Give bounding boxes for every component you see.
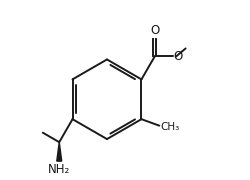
- Text: O: O: [150, 24, 159, 37]
- Text: O: O: [174, 50, 183, 63]
- Text: NH₂: NH₂: [48, 163, 70, 176]
- Polygon shape: [57, 142, 62, 161]
- Text: CH₃: CH₃: [160, 122, 180, 132]
